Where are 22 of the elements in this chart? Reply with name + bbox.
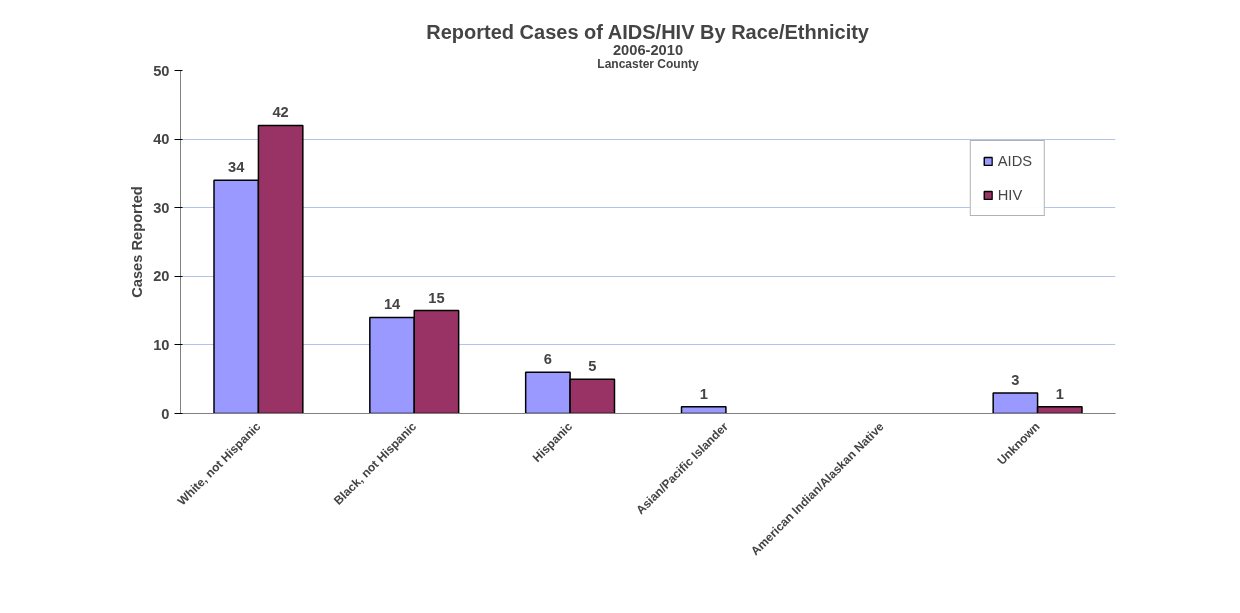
y-tick-label: 40 bbox=[153, 131, 170, 148]
y-tick-label: 10 bbox=[153, 336, 170, 353]
y-tick-label: 50 bbox=[153, 62, 170, 79]
bar bbox=[680, 405, 727, 414]
y-tick-label: 0 bbox=[161, 405, 170, 422]
data-label: 3 bbox=[1011, 371, 1020, 388]
y-axis-title: Cases Reported bbox=[129, 186, 146, 298]
data-label: 6 bbox=[543, 351, 552, 368]
data-label: 15 bbox=[428, 289, 445, 306]
data-label: 14 bbox=[383, 296, 402, 313]
data-label: 5 bbox=[588, 358, 597, 375]
legend-label: HIV bbox=[997, 187, 1023, 203]
text: Lancaster County bbox=[597, 56, 699, 71]
data-label: 34 bbox=[228, 159, 246, 176]
data-label: 1 bbox=[1055, 385, 1064, 402]
chart-title: Reported Cases of AIDS/HIV By Race/Ethnicity bbox=[426, 20, 870, 43]
legend-label: AIDS bbox=[997, 153, 1032, 169]
chart-subtitle: 2006-2010 bbox=[612, 41, 684, 58]
data-label: 1 bbox=[699, 385, 708, 402]
y-tick-label: 20 bbox=[153, 268, 170, 285]
data-label: 42 bbox=[272, 104, 289, 121]
y-tick-label: 30 bbox=[153, 199, 170, 216]
